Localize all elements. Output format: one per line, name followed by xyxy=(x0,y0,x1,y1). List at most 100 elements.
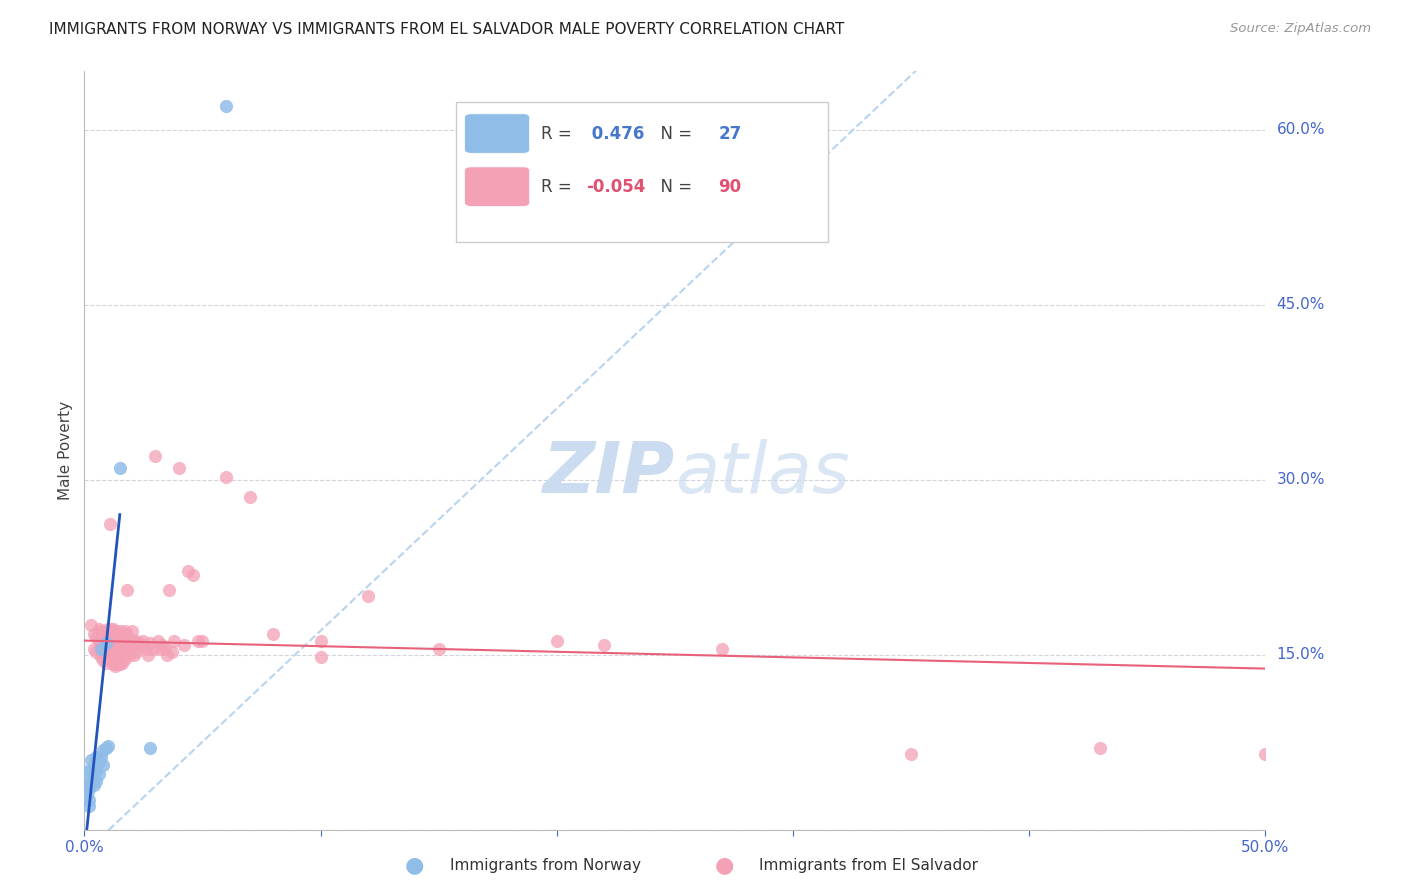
Point xyxy=(83,770,105,784)
Point xyxy=(83,641,105,656)
Point xyxy=(107,629,129,643)
Point xyxy=(546,633,568,648)
Point xyxy=(239,490,262,504)
Point xyxy=(87,633,110,648)
Point xyxy=(167,461,190,475)
Point xyxy=(149,641,172,656)
Point xyxy=(122,648,145,662)
Point xyxy=(98,516,121,531)
Y-axis label: Male Poverty: Male Poverty xyxy=(58,401,73,500)
Text: 90: 90 xyxy=(718,178,742,196)
Point xyxy=(108,645,131,659)
Text: Immigrants from Norway: Immigrants from Norway xyxy=(450,858,641,872)
Point xyxy=(84,645,107,659)
Text: N =: N = xyxy=(650,178,697,196)
Point xyxy=(91,653,114,667)
Point xyxy=(94,641,117,656)
Point xyxy=(111,641,134,656)
Text: R =: R = xyxy=(541,125,578,144)
Point xyxy=(1254,747,1277,761)
Point xyxy=(181,568,204,582)
Point xyxy=(711,641,734,656)
Text: 45.0%: 45.0% xyxy=(1277,297,1324,312)
Point xyxy=(115,583,138,598)
Text: -0.054: -0.054 xyxy=(586,178,645,196)
Point xyxy=(900,747,922,761)
Point xyxy=(97,636,120,650)
Point xyxy=(143,450,166,464)
Point xyxy=(309,649,332,664)
Point xyxy=(1088,740,1111,755)
Point xyxy=(114,624,136,639)
Point xyxy=(76,776,98,790)
Point xyxy=(76,788,98,802)
Point xyxy=(139,636,162,650)
Point xyxy=(108,657,131,671)
Point xyxy=(101,657,124,671)
Point xyxy=(125,645,148,659)
Point xyxy=(108,461,131,475)
Point xyxy=(593,638,616,652)
Text: Immigrants from El Salvador: Immigrants from El Salvador xyxy=(759,858,979,872)
Point xyxy=(91,641,114,656)
Text: 30.0%: 30.0% xyxy=(1277,472,1324,487)
Point xyxy=(107,657,129,671)
Point xyxy=(84,764,107,779)
Point xyxy=(115,641,138,656)
Point xyxy=(91,626,114,640)
Point xyxy=(80,753,103,767)
Point xyxy=(94,740,117,755)
Point xyxy=(98,649,121,664)
Point xyxy=(98,622,121,636)
Point xyxy=(73,764,96,779)
Point xyxy=(215,99,238,113)
Point xyxy=(146,633,169,648)
Point xyxy=(104,624,127,639)
Point xyxy=(94,656,117,670)
Point xyxy=(150,638,173,652)
Point xyxy=(118,648,141,662)
Point xyxy=(101,622,124,636)
Point xyxy=(87,622,110,636)
Point xyxy=(90,638,112,652)
FancyBboxPatch shape xyxy=(457,102,828,242)
Point xyxy=(114,652,136,666)
Point xyxy=(97,622,120,636)
Point xyxy=(84,773,107,788)
Point xyxy=(77,781,100,796)
Text: 60.0%: 60.0% xyxy=(1277,122,1324,137)
Text: Source: ZipAtlas.com: Source: ZipAtlas.com xyxy=(1230,22,1371,36)
Point xyxy=(262,626,284,640)
Point xyxy=(104,659,127,673)
Point xyxy=(187,633,209,648)
Point xyxy=(90,649,112,664)
Point xyxy=(136,648,159,662)
Text: R =: R = xyxy=(541,178,578,196)
Point xyxy=(91,758,114,772)
Text: ●: ● xyxy=(405,855,425,875)
Point xyxy=(87,755,110,769)
Point xyxy=(108,624,131,639)
Point xyxy=(77,799,100,814)
Point xyxy=(101,645,124,659)
Point xyxy=(128,636,150,650)
Point xyxy=(215,470,238,484)
Text: ZIP: ZIP xyxy=(543,439,675,508)
Point xyxy=(111,630,134,644)
Point xyxy=(156,648,179,662)
Point xyxy=(191,633,214,648)
Point xyxy=(111,656,134,670)
Point xyxy=(98,638,121,652)
Text: N =: N = xyxy=(650,125,697,144)
FancyBboxPatch shape xyxy=(464,167,530,206)
Point xyxy=(94,630,117,644)
Point xyxy=(427,641,450,656)
Point xyxy=(107,641,129,656)
Point xyxy=(80,618,103,632)
Point xyxy=(97,649,120,664)
Point xyxy=(104,648,127,662)
Point xyxy=(77,793,100,807)
Point xyxy=(125,633,148,648)
Point xyxy=(121,624,143,639)
Point xyxy=(357,589,380,603)
